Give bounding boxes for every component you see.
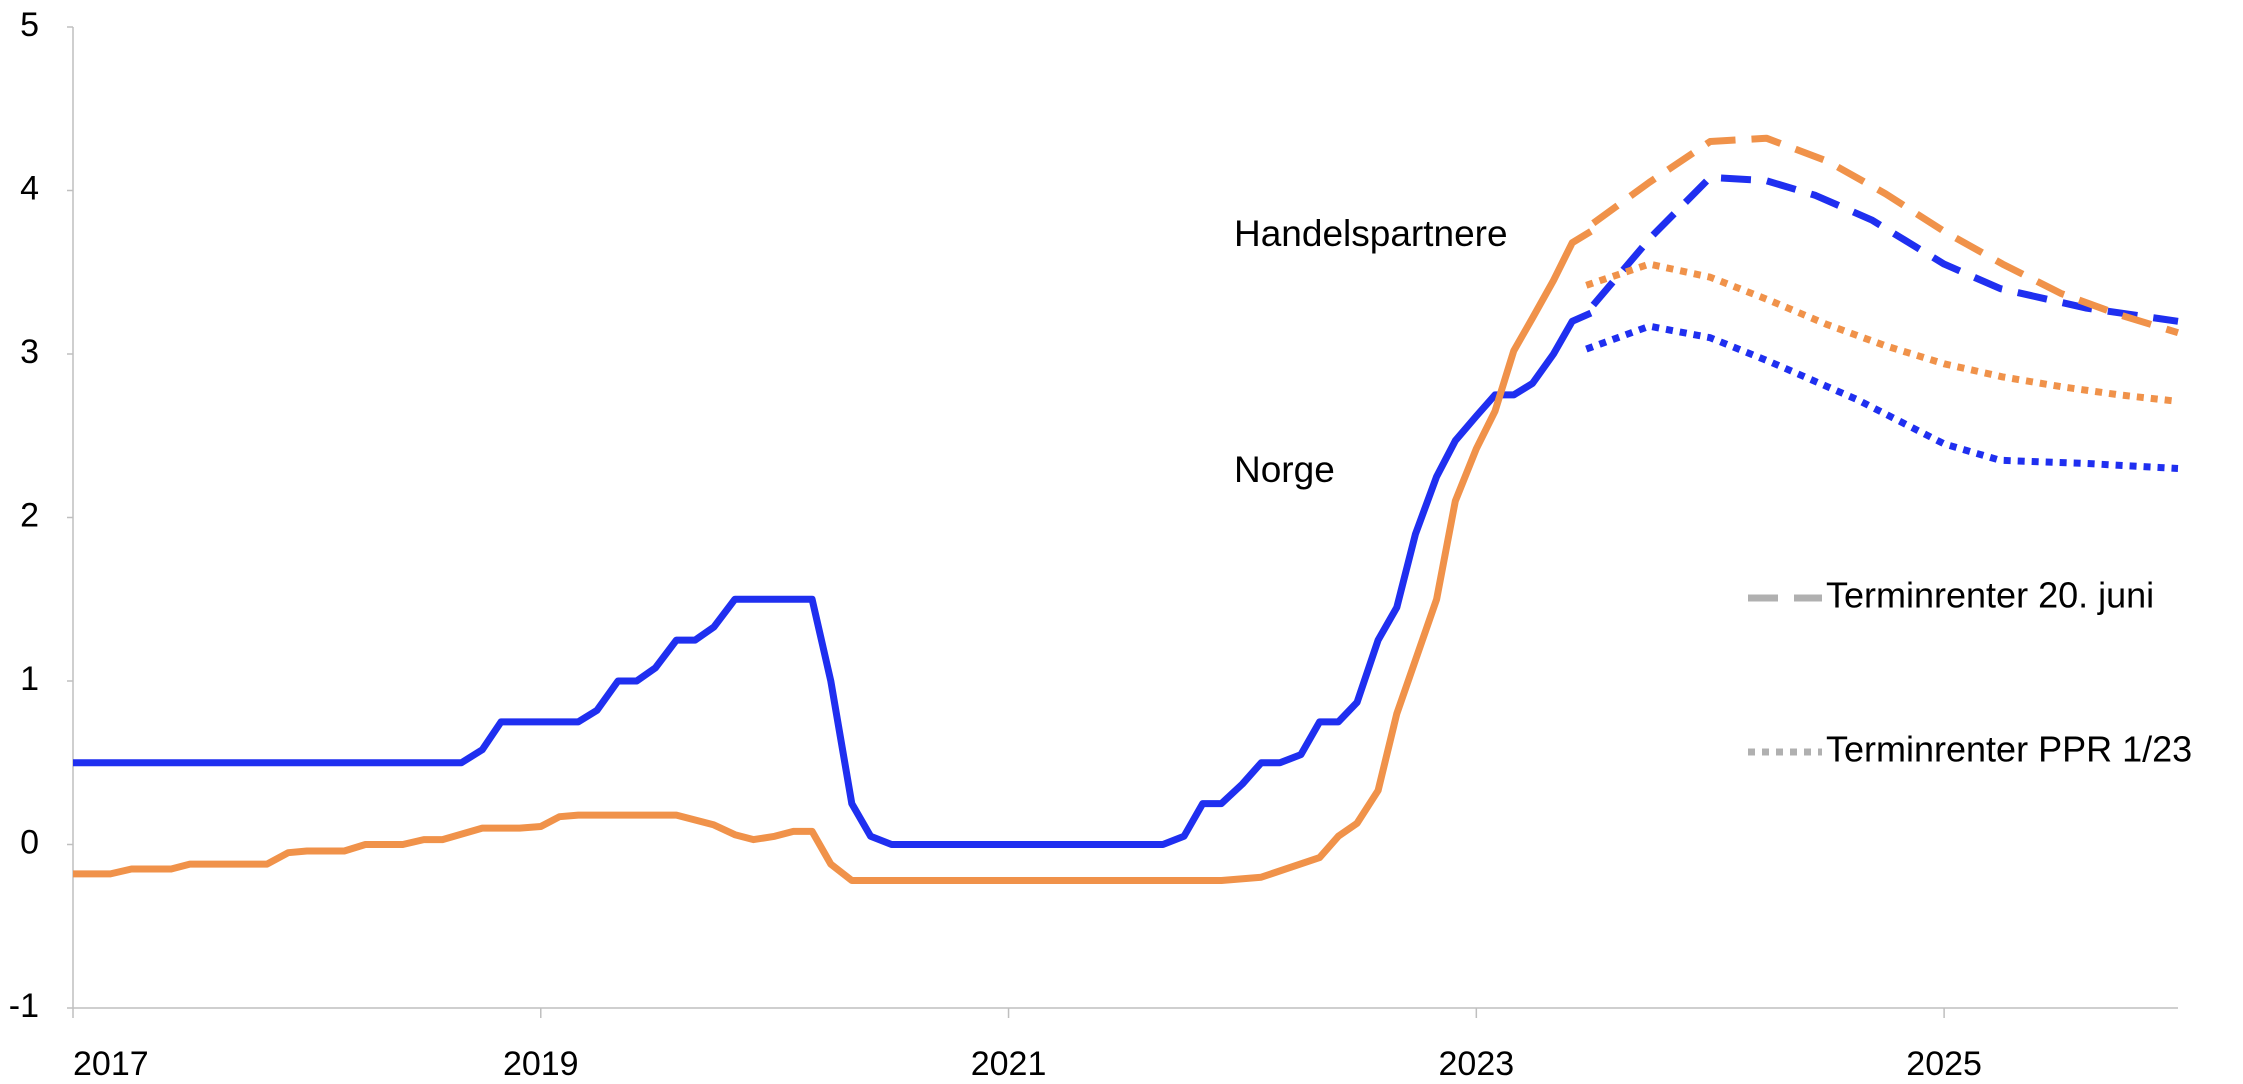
series-line [1590, 173, 2179, 325]
x-tick-label: 2019 [503, 1045, 579, 1083]
y-tick-label: 1 [20, 660, 39, 698]
y-tick-label: -1 [9, 987, 39, 1025]
y-tick-label: 0 [20, 823, 39, 861]
y-tick-label: 4 [20, 169, 39, 207]
series-annotation: Norge [1234, 449, 1335, 490]
y-tick-label: 2 [20, 496, 39, 534]
x-tick-label: 2021 [971, 1045, 1047, 1083]
series-annotation: Handelspartnere [1234, 213, 1508, 254]
y-tick-label: 5 [20, 6, 39, 44]
legend-label: Terminrenter 20. juni [1826, 575, 2154, 616]
series-line [73, 309, 1593, 848]
x-tick-label: 2017 [73, 1045, 149, 1083]
legend-label: Terminrenter PPR 1/23 [1826, 729, 2192, 770]
series-line [1585, 322, 2179, 472]
x-tick-label: 2023 [1439, 1045, 1515, 1083]
y-tick-label: 3 [20, 333, 39, 371]
series-line [1585, 260, 2179, 405]
x-tick-label: 2025 [1906, 1045, 1982, 1083]
series-line [73, 228, 1593, 884]
series-line [1591, 134, 2180, 337]
